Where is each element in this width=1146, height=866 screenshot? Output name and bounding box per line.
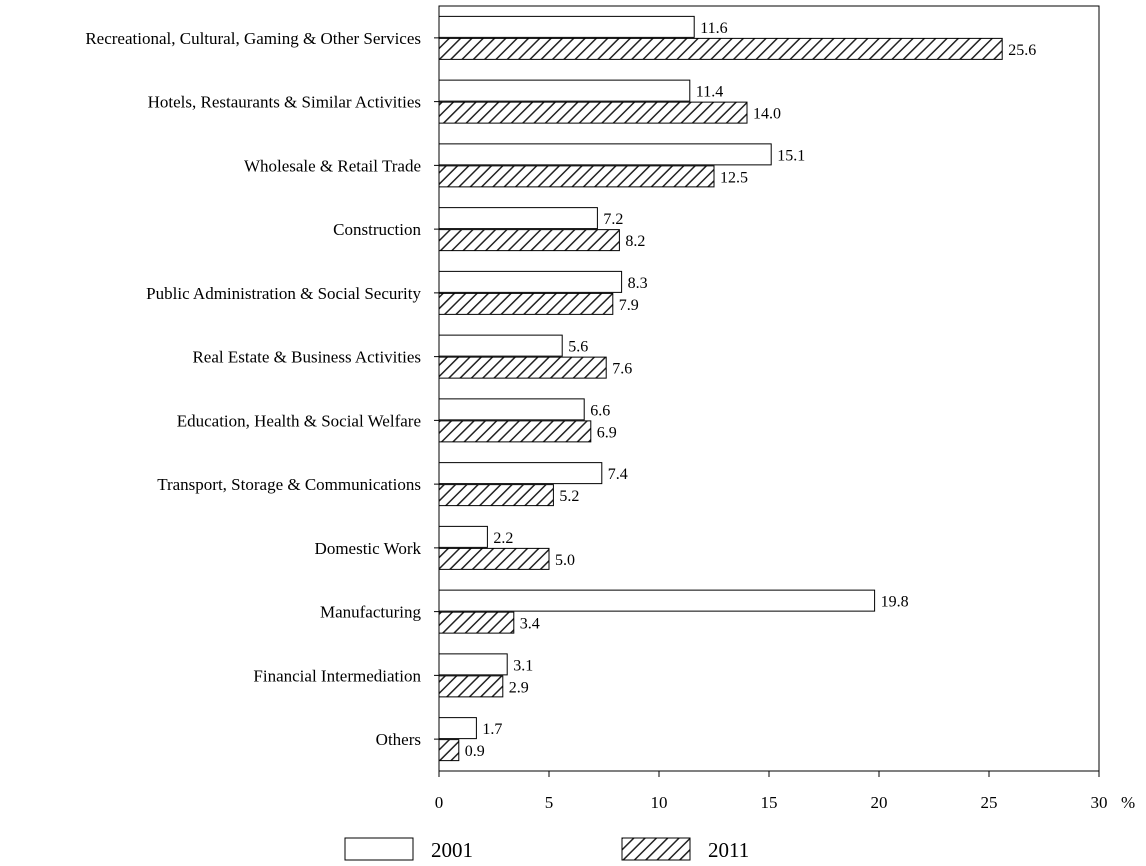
value-label-2011-wholesale-retail-trade: 12.5 — [720, 169, 748, 186]
legend-label-2001: 2001 — [431, 838, 473, 862]
value-label-2001-transport-storage-communications: 7.4 — [608, 466, 628, 483]
value-label-2001-wholesale-retail-trade: 15.1 — [777, 147, 805, 164]
value-label-2001-manufacturing: 19.8 — [881, 594, 909, 611]
value-label-2001-financial-intermediation: 3.1 — [513, 657, 533, 674]
value-label-2001-recreational-cultural-gaming-other-services: 11.6 — [700, 20, 727, 37]
bar-2011-recreational-cultural-gaming-other-services — [438, 37, 1003, 60]
bar-2001-others — [438, 717, 477, 740]
legend-label-2011: 2011 — [708, 838, 749, 862]
category-label-recreational-cultural-gaming-other-services: Recreational, Cultural, Gaming & Other S… — [85, 29, 421, 48]
x-tick-label-20: 20 — [871, 793, 888, 812]
bar-2011-manufacturing — [438, 611, 515, 634]
bar-2001-hotels-restaurants-similar-activities — [438, 79, 691, 102]
x-tick-label-30: 30 — [1091, 793, 1108, 812]
value-label-2011-others: 0.9 — [465, 743, 485, 760]
category-label-manufacturing: Manufacturing — [320, 603, 422, 622]
bar-2001-transport-storage-communications — [438, 462, 603, 485]
bar-2011-hotels-restaurants-similar-activities — [438, 101, 748, 124]
bar-2001-recreational-cultural-gaming-other-services — [438, 15, 695, 38]
bar-2001-manufacturing — [438, 589, 876, 612]
category-label-public-administration-social-security: Public Administration & Social Security — [146, 284, 421, 303]
bar-2001-public-administration-social-security — [438, 270, 623, 293]
value-label-2011-education-health-social-welfare: 6.9 — [597, 424, 617, 441]
value-label-2011-financial-intermediation: 2.9 — [509, 679, 529, 696]
value-label-2011-hotels-restaurants-similar-activities: 14.0 — [753, 106, 781, 123]
value-label-2011-recreational-cultural-gaming-other-services: 25.6 — [1008, 42, 1036, 59]
bar-2001-education-health-social-welfare — [438, 398, 585, 421]
bar-2011-public-administration-social-security — [438, 292, 614, 315]
bar-2011-domestic-work — [438, 547, 550, 570]
value-label-2001-hotels-restaurants-similar-activities: 11.4 — [696, 84, 723, 101]
category-label-construction: Construction — [333, 220, 421, 239]
category-label-financial-intermediation: Financial Intermediation — [253, 666, 421, 685]
bar-2011-construction — [438, 229, 620, 252]
bar-2001-real-estate-business-activities — [438, 334, 563, 357]
bar-2001-wholesale-retail-trade — [438, 143, 772, 166]
bar-2011-wholesale-retail-trade — [438, 165, 715, 188]
bar-2001-financial-intermediation — [438, 653, 508, 676]
x-tick-label-15: 15 — [761, 793, 778, 812]
value-label-2011-transport-storage-communications: 5.2 — [559, 488, 579, 505]
category-label-hotels-restaurants-similar-activities: Hotels, Restaurants & Similar Activities — [148, 93, 421, 112]
x-tick-label-10: 10 — [651, 793, 668, 812]
value-label-2011-real-estate-business-activities: 7.6 — [612, 361, 632, 378]
value-label-2011-domestic-work: 5.0 — [555, 552, 575, 569]
bar-2011-transport-storage-communications — [438, 484, 554, 507]
bar-2011-education-health-social-welfare — [438, 420, 592, 443]
value-label-2001-real-estate-business-activities: 5.6 — [568, 339, 588, 356]
value-label-2001-public-administration-social-security: 8.3 — [628, 275, 648, 292]
value-label-2001-domestic-work: 2.2 — [493, 530, 513, 547]
bar-2011-others — [438, 739, 460, 762]
x-tick-label-25: 25 — [981, 793, 998, 812]
value-label-2011-public-administration-social-security: 7.9 — [619, 297, 639, 314]
x-axis-unit-label: % — [1121, 793, 1135, 812]
legend-swatch-2001 — [344, 837, 414, 861]
value-label-2001-construction: 7.2 — [603, 211, 623, 228]
category-label-education-health-social-welfare: Education, Health & Social Welfare — [177, 411, 421, 430]
category-label-wholesale-retail-trade: Wholesale & Retail Trade — [244, 156, 421, 175]
category-label-transport-storage-communications: Transport, Storage & Communications — [157, 475, 421, 494]
x-tick-label-5: 5 — [545, 793, 554, 812]
category-label-domestic-work: Domestic Work — [315, 539, 422, 558]
category-label-real-estate-business-activities: Real Estate & Business Activities — [192, 348, 421, 367]
bar-2001-domestic-work — [438, 525, 488, 548]
bar-2011-real-estate-business-activities — [438, 356, 607, 379]
x-tick-label-0: 0 — [435, 793, 444, 812]
value-label-2001-education-health-social-welfare: 6.6 — [590, 402, 610, 419]
legend-swatch-2011 — [621, 837, 691, 861]
value-label-2011-construction: 8.2 — [625, 233, 645, 250]
value-label-2011-manufacturing: 3.4 — [520, 616, 540, 633]
value-label-2001-others: 1.7 — [482, 721, 502, 738]
bar-2001-construction — [438, 207, 598, 230]
bar-2011-financial-intermediation — [438, 675, 504, 698]
category-label-others: Others — [376, 730, 421, 749]
